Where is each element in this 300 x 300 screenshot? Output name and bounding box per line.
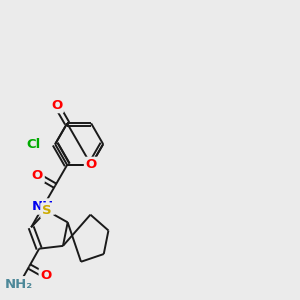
Text: O: O: [85, 158, 97, 171]
Text: O: O: [51, 99, 62, 112]
Text: O: O: [32, 169, 43, 182]
Text: S: S: [42, 204, 52, 217]
Text: O: O: [40, 269, 52, 282]
Text: Cl: Cl: [26, 138, 41, 151]
Text: NH: NH: [32, 200, 54, 213]
Text: NH₂: NH₂: [5, 278, 33, 291]
